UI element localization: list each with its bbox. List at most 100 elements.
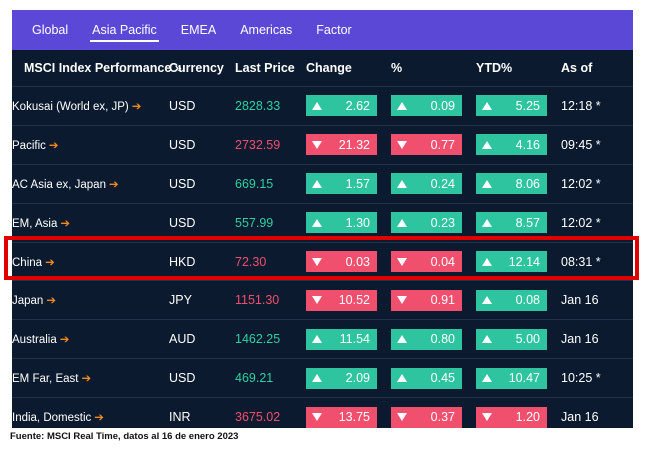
- arrow-right-icon[interactable]: ➔: [45, 256, 55, 269]
- ytd-value: 1.20: [515, 410, 540, 425]
- header-ytd-percent: YTD%: [476, 61, 513, 75]
- ytd-value: 0.08: [515, 293, 540, 308]
- pct-pill: 0.77: [391, 134, 462, 156]
- triangle-down-icon: [397, 140, 407, 149]
- arrow-right-icon[interactable]: ➔: [46, 295, 56, 308]
- index-name-link[interactable]: India, Domestic: [12, 412, 92, 425]
- pct-value: 0.04: [430, 254, 455, 269]
- index-name-link[interactable]: AC Asia ex, Japan: [12, 178, 106, 191]
- index-performance-table: MSCI Index Performance » Currency Last P…: [12, 50, 633, 428]
- header-percent: %: [391, 61, 403, 75]
- msci-index-widget: Global Asia Pacific EMEA Americas Factor MSC…: [12, 10, 633, 428]
- triangle-up-icon: [482, 101, 492, 110]
- pct-cell: 0.23: [391, 202, 476, 243]
- currency-cell: USD: [169, 163, 235, 204]
- index-name-cell[interactable]: Japan ➔: [12, 280, 169, 320]
- change-value: 2.62: [345, 98, 370, 113]
- pct-pill: 0.80: [391, 328, 462, 350]
- index-name-cell[interactable]: AC Asia ex, Japan ➔: [12, 163, 169, 204]
- table-row: China ➔ HKD 72.30 0.03 0.04 12.14 08:31 *: [12, 241, 633, 281]
- last-price-cell: 1151.30: [235, 280, 306, 320]
- change-value: 11.54: [339, 332, 370, 347]
- ytd-value: 4.16: [515, 137, 540, 152]
- header-last-price: Last Price: [235, 61, 295, 75]
- index-name-link[interactable]: EM Far, East: [12, 373, 79, 386]
- tab-global[interactable]: Global: [32, 23, 69, 37]
- index-name-cell[interactable]: Kokusai (World ex, JP) ➔: [12, 86, 169, 126]
- index-name-cell[interactable]: EM Far, East ➔: [12, 358, 169, 398]
- triangle-down-icon: [312, 296, 322, 305]
- ytd-value: 5.00: [515, 332, 540, 347]
- index-name-cell[interactable]: India, Domestic ➔: [12, 397, 169, 428]
- last-price-cell: 72.30: [235, 241, 306, 281]
- table-row: EM, Asia ➔ USD 557.99 1.30 0.23 8.57 12:0…: [12, 202, 633, 243]
- table-row: AC Asia ex, Japan ➔ USD 669.15 1.57 0.24 …: [12, 163, 633, 204]
- arrow-right-icon[interactable]: ➔: [81, 373, 92, 386]
- pct-pill: 0.09: [391, 95, 462, 117]
- index-name-link[interactable]: Pacific: [12, 139, 46, 152]
- last-price-cell: 469.21: [235, 358, 306, 398]
- pct-cell: 0.24: [391, 163, 476, 204]
- change-pill: 11.54: [306, 328, 377, 350]
- index-name-link[interactable]: Japan: [12, 295, 44, 308]
- change-cell: 11.54: [306, 319, 391, 359]
- triangle-down-icon: [397, 296, 407, 305]
- ytd-pill: 12.14: [476, 251, 547, 272]
- index-name-cell[interactable]: EM, Asia ➔: [12, 202, 169, 243]
- table-row: Japan ➔ JPY 1151.30 10.52 0.91 0.08 Jan 1…: [12, 280, 633, 320]
- last-price-cell: 3675.02: [235, 397, 306, 428]
- pct-value: 0.91: [430, 293, 455, 308]
- pct-value: 0.80: [430, 332, 455, 347]
- pct-cell: 0.91: [391, 280, 476, 320]
- change-cell: 1.30: [306, 202, 391, 243]
- tab-factor[interactable]: Factor: [316, 23, 352, 37]
- last-price-cell: 669.15: [235, 163, 306, 204]
- index-name-link[interactable]: EM, Asia: [12, 217, 58, 230]
- change-pill: 10.52: [306, 289, 377, 311]
- arrow-right-icon[interactable]: ➔: [131, 100, 142, 113]
- triangle-up-icon: [397, 374, 407, 383]
- currency-cell: AUD: [169, 319, 235, 359]
- change-pill: 1.30: [306, 212, 377, 234]
- pct-value: 0.23: [430, 215, 455, 230]
- as-of-cell: 09:45 *: [561, 124, 633, 165]
- arrow-right-icon[interactable]: ➔: [60, 217, 71, 230]
- index-name-cell[interactable]: China ➔: [12, 241, 169, 281]
- index-name-link[interactable]: China: [12, 256, 43, 269]
- triangle-up-icon: [312, 101, 322, 110]
- header-index-performance[interactable]: MSCI Index Performance »: [24, 61, 182, 75]
- ytd-cell: 4.16: [476, 124, 561, 165]
- currency-cell: HKD: [169, 241, 235, 281]
- change-cell: 10.52: [306, 280, 391, 320]
- arrow-right-icon[interactable]: ➔: [108, 178, 119, 191]
- index-name-cell[interactable]: Australia ➔: [12, 319, 169, 359]
- arrow-right-icon[interactable]: ➔: [94, 412, 104, 425]
- ytd-cell: 12.14: [476, 241, 561, 281]
- index-name-link[interactable]: Australia: [12, 334, 57, 347]
- tab-emea[interactable]: EMEA: [180, 23, 217, 37]
- pct-value: 0.37: [430, 410, 455, 425]
- tab-americas[interactable]: Americas: [240, 23, 293, 37]
- last-price-cell: 557.99: [235, 202, 306, 243]
- change-value: 2.09: [345, 371, 370, 386]
- pct-cell: 0.04: [391, 241, 476, 281]
- ytd-cell: 8.57: [476, 202, 561, 243]
- index-name-cell[interactable]: Pacific ➔: [12, 124, 169, 165]
- arrow-right-icon[interactable]: ➔: [59, 334, 70, 347]
- arrow-right-icon[interactable]: ➔: [48, 139, 59, 152]
- triangle-up-icon: [397, 179, 407, 188]
- table-row: EM Far, East ➔ USD 469.21 2.09 0.45 10.47…: [12, 358, 633, 398]
- pct-pill: 0.91: [391, 289, 462, 311]
- change-pill: 1.57: [306, 173, 377, 195]
- ytd-cell: 8.06: [476, 163, 561, 204]
- currency-cell: USD: [169, 202, 235, 243]
- as-of-cell: 08:31 *: [561, 241, 633, 281]
- change-pill: 21.32: [306, 134, 377, 156]
- header-change: Change: [306, 61, 352, 75]
- ytd-pill: 1.20: [476, 406, 547, 428]
- change-value: 13.75: [338, 410, 370, 425]
- currency-cell: USD: [169, 86, 235, 126]
- index-name-link[interactable]: Kokusai (World ex, JP): [12, 100, 129, 113]
- tab-asia-pacific[interactable]: Asia Pacific: [80, 10, 169, 50]
- table-row: Australia ➔ AUD 1462.25 11.54 0.80 5.00 J…: [12, 319, 633, 359]
